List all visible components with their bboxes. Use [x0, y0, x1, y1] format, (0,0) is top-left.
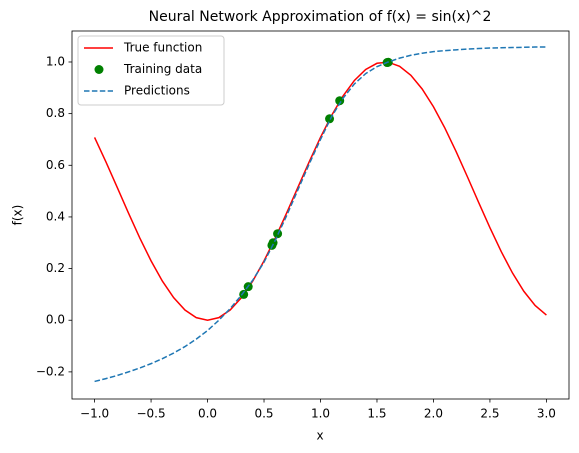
chart-title: Neural Network Approximation of f(x) = s…	[149, 9, 492, 25]
legend-label: True function	[123, 41, 202, 55]
y-tick-label: 0.4	[46, 209, 65, 223]
x-axis-label: x	[316, 429, 323, 443]
plot-frame	[71, 30, 570, 400]
scatter-point	[239, 289, 249, 299]
y-tick-label: 0.2	[46, 261, 65, 275]
legend-marker	[94, 65, 104, 74]
y-tick-label: 0.8	[46, 106, 65, 120]
x-tick-label: 2.0	[424, 407, 443, 421]
y-tick-label: −0.2	[36, 364, 65, 378]
x-tick-label: −0.5	[136, 407, 165, 421]
series-line	[94, 46, 547, 383]
y-axis-label: f(x)	[11, 205, 25, 226]
legend-box	[77, 35, 225, 106]
x-tick-label: −1.0	[80, 407, 109, 421]
x-tick-label: 1.5	[367, 407, 386, 421]
scatter-point	[335, 96, 345, 106]
legend-label: Predictions	[124, 84, 190, 98]
x-tick-label: 0.5	[254, 407, 273, 421]
legend-label: Training data	[123, 62, 202, 76]
x-tick-label: 1.0	[311, 407, 330, 421]
y-tick-label: 0.0	[46, 313, 65, 327]
x-tick-label: 2.5	[480, 407, 499, 421]
x-tick-label: 0.0	[198, 407, 217, 421]
series-line	[93, 61, 547, 322]
x-tick-label: 3.0	[537, 407, 556, 421]
y-tick-label: 1.0	[46, 54, 65, 68]
y-tick-label: 0.6	[46, 158, 65, 172]
